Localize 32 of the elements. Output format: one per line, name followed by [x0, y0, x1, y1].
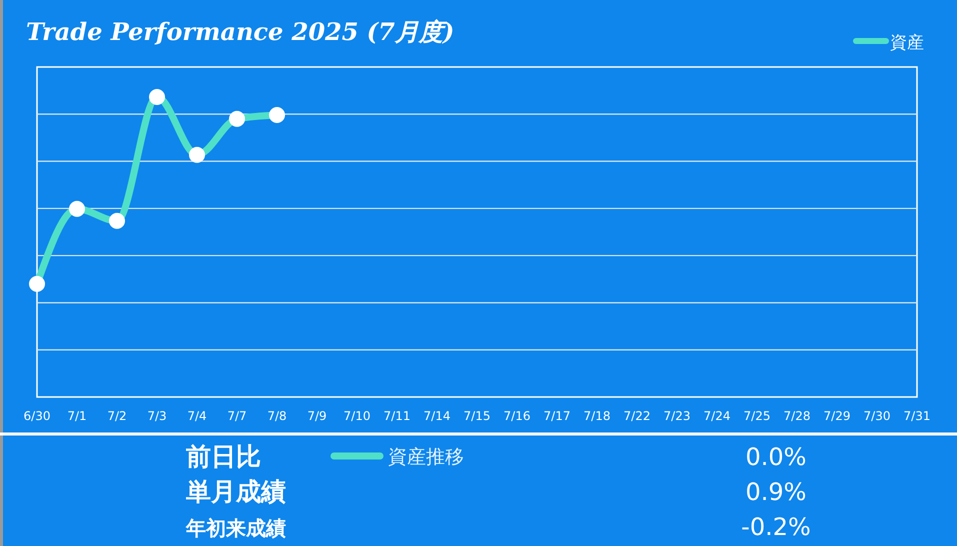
x-tick-label: 7/24 [704, 409, 730, 423]
category-label: 年初来成績 [185, 516, 286, 540]
x-tick-label: 6/30 [24, 409, 50, 423]
x-tick-label: 7/7 [227, 409, 247, 423]
legend-label: 資産 [890, 33, 924, 53]
text: 0.0% [746, 443, 806, 471]
x-tick-label: 7/25 [744, 409, 770, 423]
x-tick-label: 7/9 [307, 409, 327, 423]
x-tick-label: 7/4 [187, 409, 207, 423]
x-tick-label: 7/18 [584, 409, 610, 423]
x-tick-label: 7/11 [384, 409, 410, 423]
x-tick-label: 7/1 [67, 409, 87, 423]
x-tick-label: 7/22 [624, 409, 650, 423]
x-tick-label: 7/28 [784, 409, 810, 423]
x-tick-label: 7/10 [344, 409, 370, 423]
x-tick-label: 7/29 [824, 409, 850, 423]
x-tick-label: 7/3 [147, 409, 167, 423]
x-tick-label: 7/2 [107, 409, 127, 423]
x-tick-label: 7/17 [544, 409, 570, 423]
text: -0.2% [741, 513, 811, 541]
x-tick-label: 7/14 [424, 409, 450, 423]
x-tick-label: 7/15 [464, 409, 490, 423]
x-tick-label: 7/8 [267, 409, 287, 423]
x-tick-label: 7/23 [664, 409, 690, 423]
x-tick-label: 7/30 [864, 409, 890, 423]
text: 0.9% [746, 478, 806, 506]
category-label: 前日比 [185, 442, 261, 471]
category-label: 単月成績 [185, 477, 286, 506]
chart-title: Trade Performance 2025 (7月度) [26, 17, 454, 46]
x-tick-label: 7/16 [504, 409, 530, 423]
x-tick-label: 7/31 [904, 409, 930, 423]
text: 資産推移 [388, 446, 464, 468]
